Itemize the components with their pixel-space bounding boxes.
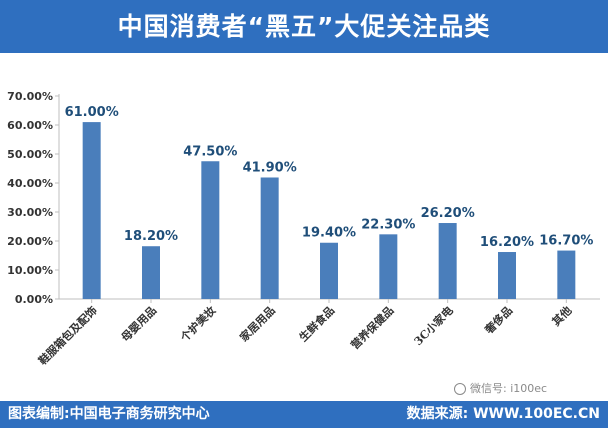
bar-chart: 0.00% 10.00% 20.00% 30.00% 40.00% 50.00% 60.00… — [7, 90, 600, 368]
bar — [142, 246, 160, 299]
y-tick-label: 70.00% — [7, 90, 53, 103]
title-banner: 中国消费者“黑五”大促关注品类 — [0, 0, 608, 53]
bar — [320, 242, 338, 299]
bar-value-label: 19.40% — [302, 226, 356, 241]
bar — [260, 177, 279, 299]
category-label: 个护美妆 — [177, 303, 219, 345]
y-tick-label: 0.00% — [15, 293, 53, 306]
bar-value-label: 47.50% — [183, 144, 237, 159]
category-label: 家居用品 — [237, 303, 278, 344]
category-label: 营养保健品 — [348, 303, 397, 352]
category-label: 奢侈品 — [481, 303, 515, 337]
bar — [498, 252, 516, 299]
category-label: 3C小家电 — [411, 303, 456, 348]
footer-source: 数据来源: WWW.100EC.CN — [406, 406, 600, 422]
bar — [201, 161, 220, 299]
category-label: 生鲜食品 — [296, 303, 337, 344]
y-tick-label: 20.00% — [7, 235, 53, 248]
bar-value-label: 41.90% — [243, 160, 297, 175]
bar — [438, 223, 457, 299]
bar — [379, 234, 398, 299]
bar-value-label: 18.20% — [124, 229, 178, 244]
footer-credit: 图表编制:中国电子商务研究中心 — [8, 406, 210, 422]
bar-value-label: 16.70% — [539, 234, 593, 249]
y-tick-label: 60.00% — [7, 119, 53, 132]
footer-banner: 图表编制:中国电子商务研究中心 数据来源: WWW.100EC.CN — [0, 401, 608, 428]
category-label: 鞋服箱包及配饰 — [35, 303, 99, 367]
bar — [557, 250, 576, 299]
category-label: 其他 — [549, 303, 574, 328]
y-tick-label: 30.00% — [7, 206, 53, 219]
bar-value-label: 61.00% — [65, 105, 119, 120]
bar — [82, 122, 101, 299]
bar-value-label: 26.20% — [421, 206, 475, 221]
bar-value-label: 22.30% — [361, 217, 415, 232]
y-tick-label: 40.00% — [7, 177, 53, 190]
wechat-icon — [454, 383, 466, 395]
bar-value-label: 16.20% — [480, 235, 534, 250]
category-label: 母婴用品 — [119, 304, 159, 344]
y-tick-label: 10.00% — [7, 264, 53, 277]
chart-title: 中国消费者“黑五”大促关注品类 — [117, 12, 491, 41]
y-tick-label: 50.00% — [7, 148, 53, 161]
watermark: 微信号: i100ec — [470, 382, 548, 395]
